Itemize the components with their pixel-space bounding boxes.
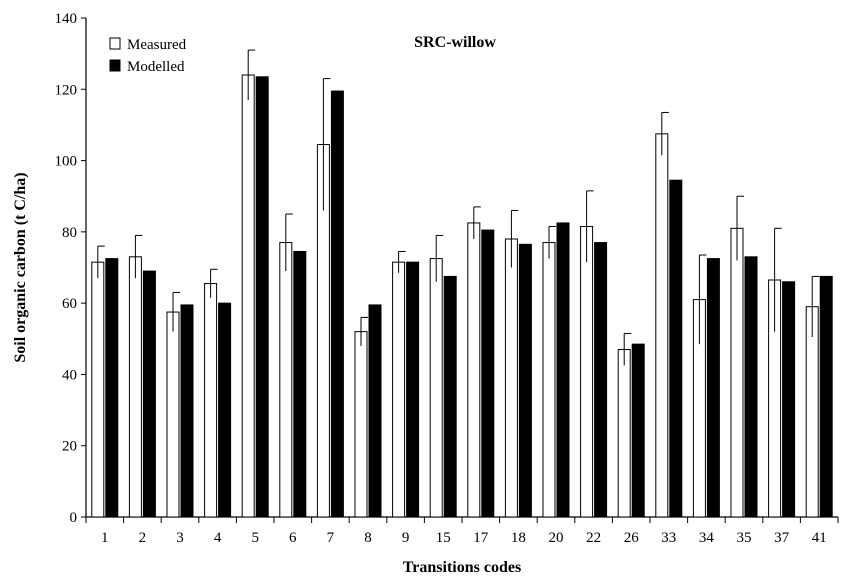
x-tick-label: 37	[774, 530, 790, 546]
bar-modelled	[518, 243, 532, 518]
bar-measured	[617, 348, 631, 518]
bar-measured	[354, 331, 368, 518]
bar-modelled	[706, 258, 720, 518]
x-tick-label: 41	[812, 530, 827, 546]
bar-modelled	[744, 256, 758, 518]
y-tick-label: 80	[62, 225, 77, 241]
x-tick-label: 2	[139, 530, 147, 546]
bar-modelled	[180, 304, 194, 518]
bar-measured	[128, 256, 142, 518]
y-tick-label: 0	[70, 510, 78, 526]
bar-modelled	[406, 261, 420, 518]
x-tick-label: 26	[624, 530, 640, 546]
bar-modelled	[142, 270, 156, 518]
bar-modelled	[255, 76, 269, 518]
y-tick-label: 120	[55, 82, 78, 98]
bar-modelled	[669, 179, 683, 518]
bar-measured	[730, 227, 744, 518]
y-tick-label: 140	[55, 11, 78, 27]
legend-swatch-modelled	[109, 59, 121, 72]
bar-modelled	[330, 90, 344, 518]
y-axis-title: Soil organic carbon (t C/ha)	[12, 172, 29, 362]
bar-measured	[91, 261, 105, 518]
bar-measured	[504, 238, 518, 518]
bar-modelled	[819, 275, 833, 518]
y-tick-label: 20	[62, 439, 77, 455]
x-tick-label: 20	[549, 530, 564, 546]
x-tick-label: 34	[699, 530, 715, 546]
bar-measured	[429, 258, 443, 518]
x-tick-label: 9	[402, 530, 410, 546]
x-tick-label: 1	[101, 530, 109, 546]
x-tick-label: 8	[364, 530, 372, 546]
bar-measured	[241, 74, 255, 518]
x-tick-label: 18	[511, 530, 526, 546]
y-tick-label: 60	[62, 296, 77, 312]
bar-measured	[279, 242, 293, 518]
bar-modelled	[293, 250, 307, 518]
bar-measured	[542, 242, 556, 518]
bar-modelled	[218, 302, 232, 518]
bar-modelled	[443, 275, 457, 518]
bar-modelled	[368, 304, 382, 518]
bar-modelled	[105, 258, 119, 518]
bar-modelled	[782, 281, 796, 518]
x-tick-label: 22	[586, 530, 601, 546]
bar-measured	[580, 226, 594, 518]
x-tick-label: 6	[289, 530, 297, 546]
bar-measured	[655, 133, 669, 518]
x-tick-label: 5	[251, 530, 259, 546]
x-tick-label: 4	[214, 530, 222, 546]
bar-modelled	[594, 242, 608, 518]
legend: Measured Modelled	[109, 37, 187, 75]
x-tick-label: 33	[661, 530, 676, 546]
bar-measured	[392, 261, 406, 518]
bar-measured	[805, 306, 819, 518]
x-axis-title: Transitions codes	[403, 559, 521, 576]
bar-modelled	[631, 343, 645, 518]
x-tick-label: 7	[327, 530, 335, 546]
legend-label-measured: Measured	[127, 37, 187, 53]
chart-title: SRC-willow	[414, 34, 496, 51]
x-tick-label: 35	[737, 530, 752, 546]
x-tick-label: 15	[436, 530, 451, 546]
bar-modelled	[481, 229, 495, 518]
bar-measured	[204, 283, 218, 518]
bar-modelled	[556, 222, 570, 518]
legend-swatch-measured	[109, 37, 121, 50]
y-tick-label: 40	[62, 367, 77, 383]
y-tick-label: 100	[55, 154, 78, 170]
x-tick-label: 17	[473, 530, 489, 546]
bar-measured	[467, 222, 481, 518]
legend-label-modelled: Modelled	[127, 59, 185, 75]
x-tick-label: 3	[176, 530, 184, 546]
bar-measured	[166, 311, 180, 518]
